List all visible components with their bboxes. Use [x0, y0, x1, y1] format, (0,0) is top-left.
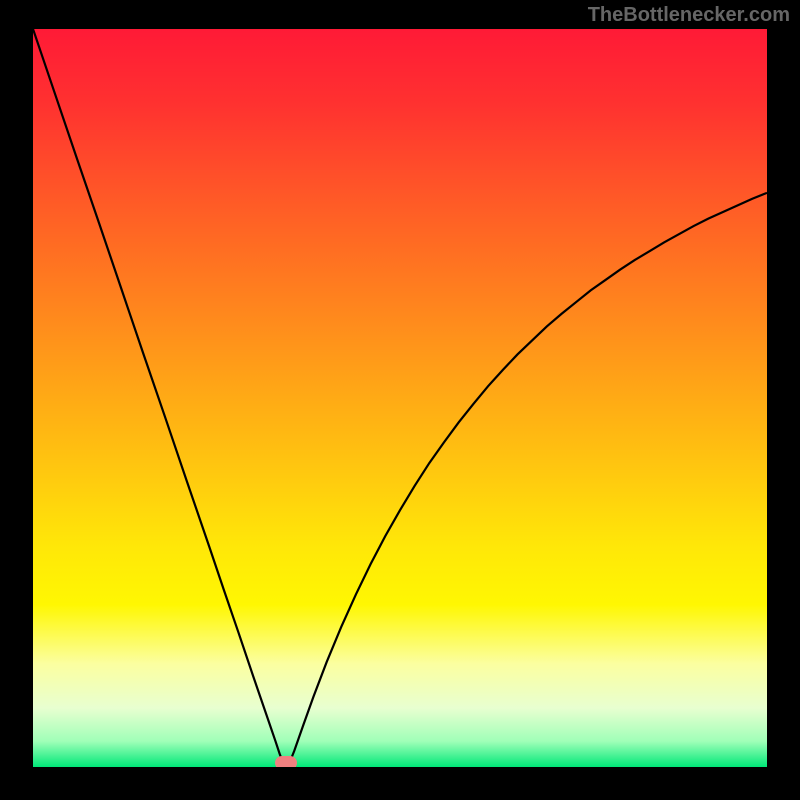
plot-svg — [33, 29, 767, 767]
plot-area — [33, 29, 767, 767]
gradient-background — [33, 29, 767, 767]
optimal-point-marker — [275, 756, 297, 767]
watermark-text: TheBottlenecker.com — [588, 4, 790, 27]
chart-container: TheBottlenecker.com — [0, 0, 800, 800]
